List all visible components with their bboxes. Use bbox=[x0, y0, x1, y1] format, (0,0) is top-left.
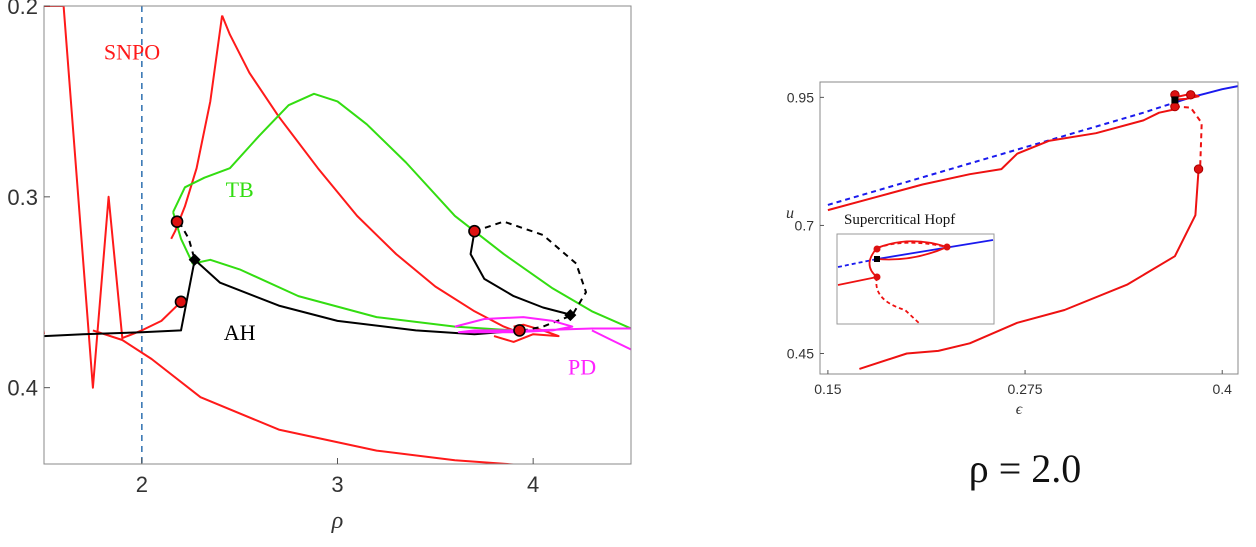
inset bbox=[836, 233, 995, 325]
y-tick-label: 0.7 bbox=[795, 217, 815, 233]
left-frame bbox=[43, 5, 632, 465]
series-snpo-left-cusp bbox=[44, 6, 182, 389]
series-ah-dashed bbox=[178, 221, 196, 261]
y-tick-label: 0.95 bbox=[787, 89, 814, 105]
inset-point-right bbox=[943, 243, 951, 251]
series-snpo-lower bbox=[92, 329, 521, 464]
x-axis-label: ρ bbox=[331, 508, 344, 534]
annotation-tb: TB bbox=[226, 177, 254, 202]
bifurcation-point-0 bbox=[170, 215, 184, 228]
inset-point-bottom bbox=[873, 273, 881, 281]
bifurcation-point-3 bbox=[513, 324, 526, 337]
inset-blue-solid bbox=[876, 239, 994, 260]
series-ah-right-solid bbox=[469, 231, 573, 317]
series-tb-lower bbox=[172, 211, 514, 332]
series-red-dashed-right bbox=[1174, 105, 1203, 170]
bifurcation-diamond-4 bbox=[188, 253, 201, 266]
series-ah-main bbox=[44, 258, 524, 338]
bifurcation-point-1 bbox=[174, 295, 188, 309]
inset-hopf-square bbox=[874, 256, 880, 262]
right-chart: Supercritical Hopf 0.15 0.275 0.4 0.45 0.7 0.9… bbox=[786, 81, 1239, 491]
annotation-ah: AH bbox=[224, 320, 256, 345]
x-tick-label: 0.15 bbox=[814, 381, 841, 397]
x-tick-label: 0.4 bbox=[1212, 381, 1232, 397]
series-snpo-inner bbox=[170, 15, 224, 240]
y-tick-label: 0.3 bbox=[7, 185, 38, 210]
x-tick-label: 0.275 bbox=[1008, 381, 1043, 397]
left-chart: 2 3 4 0.2 0.3 0.4 ρ SNPO TB AH PD bbox=[7, 0, 632, 534]
x-axis-label: ϵ bbox=[1016, 401, 1023, 418]
annotation-snpo: SNPO bbox=[104, 39, 160, 64]
hopf-point-1 bbox=[1185, 90, 1196, 100]
series-ah-right-dashed bbox=[474, 220, 587, 332]
hopf-point-2 bbox=[1170, 101, 1180, 112]
inset-point-top bbox=[873, 245, 881, 253]
left-plot-area bbox=[44, 6, 631, 464]
hopf-square-4 bbox=[1171, 96, 1179, 104]
hopf-point-3 bbox=[1193, 164, 1204, 174]
right-plot-area bbox=[827, 85, 1238, 370]
series-snpo-outer bbox=[221, 15, 524, 336]
annotation-pd: PD bbox=[568, 354, 596, 379]
series-pd bbox=[454, 316, 631, 334]
series-red-upper bbox=[827, 107, 1179, 212]
inset-red-loop bbox=[868, 240, 950, 278]
series-blue-dashed bbox=[827, 101, 1176, 206]
series-pd-branch bbox=[591, 329, 631, 351]
y-tick-label: 0.2 bbox=[7, 0, 38, 19]
y-tick-label: 0.4 bbox=[7, 376, 38, 401]
y-axis-label: u bbox=[786, 205, 794, 222]
inset-title: Supercritical Hopf bbox=[844, 212, 955, 228]
x-tick-label: 4 bbox=[527, 472, 539, 497]
x-tick-label: 2 bbox=[136, 472, 148, 497]
x-tick-label: 3 bbox=[331, 472, 343, 497]
y-tick-label: 0.45 bbox=[787, 346, 814, 362]
panel-caption: ρ = 2.0 bbox=[969, 446, 1082, 491]
right-frame bbox=[819, 81, 1239, 375]
series-red-lower bbox=[859, 169, 1200, 370]
series-tb-upper bbox=[172, 92, 631, 330]
inset-red-lower bbox=[837, 276, 878, 286]
bifurcation-point-2 bbox=[468, 224, 481, 238]
bifurcation-diamond-5 bbox=[564, 309, 577, 322]
series-snpo-small bbox=[493, 323, 560, 343]
inset-frame bbox=[836, 233, 995, 325]
series-red-loop bbox=[1171, 92, 1200, 101]
inset-red-dashed-upper bbox=[876, 241, 948, 249]
inset-red-dashed-lower bbox=[875, 276, 921, 325]
